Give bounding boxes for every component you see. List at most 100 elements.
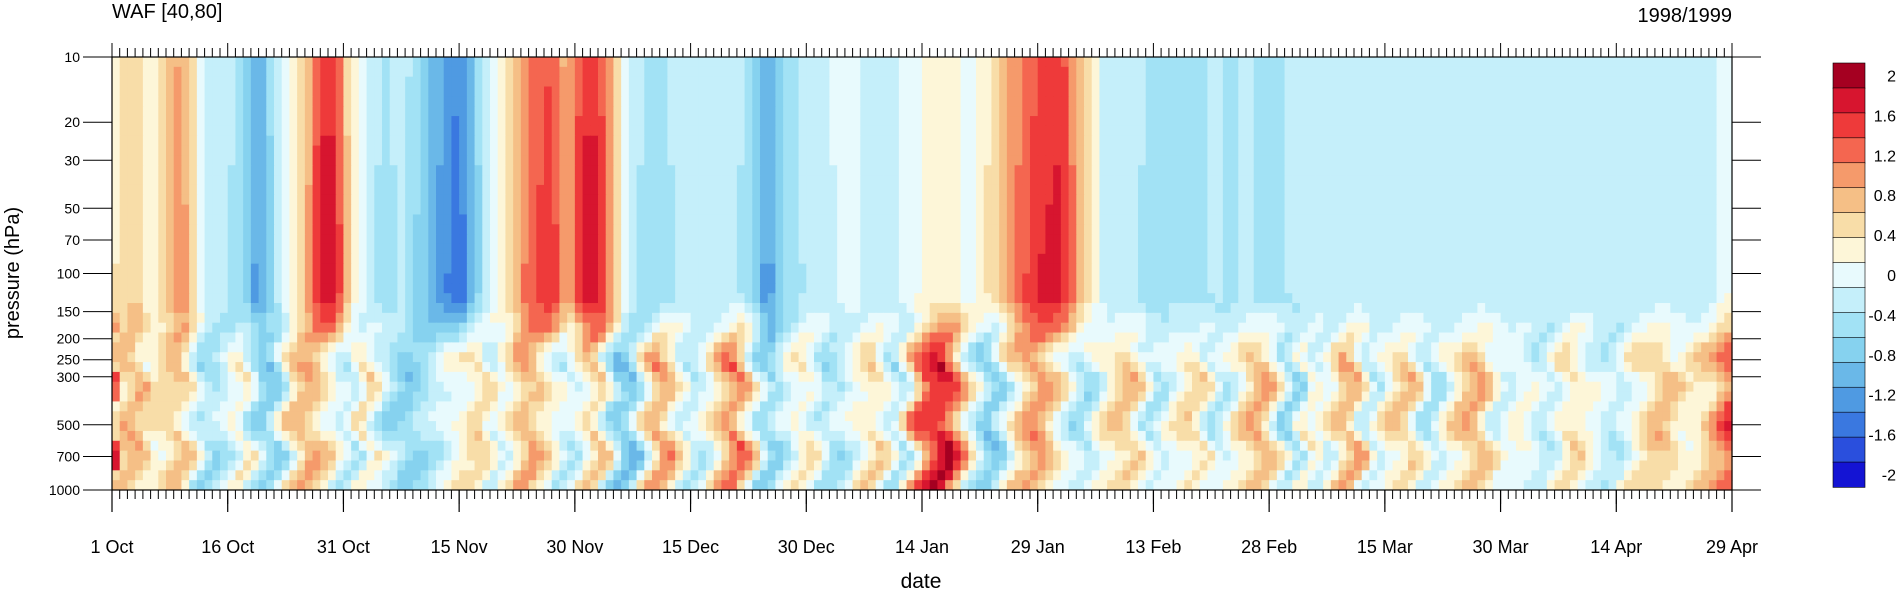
heatmap-cell	[783, 165, 792, 176]
heatmap-cell	[1022, 184, 1031, 196]
heatmap-cell	[736, 234, 746, 245]
heatmap-cell	[1523, 135, 1533, 147]
heatmap-cell	[297, 76, 306, 88]
heatmap-cell	[1531, 135, 1540, 147]
heatmap-cell	[173, 86, 183, 97]
heatmap-cell	[1122, 125, 1131, 137]
heatmap-cell	[590, 96, 599, 107]
heatmap-cell	[1361, 106, 1371, 117]
heatmap-cell	[690, 234, 699, 245]
heatmap-cell	[1654, 273, 1664, 284]
heatmap-cell	[1022, 175, 1031, 186]
heatmap-cell	[343, 145, 352, 157]
heatmap-cell	[1184, 86, 1193, 97]
heatmap-cell	[312, 243, 321, 255]
heatmap-cell	[1400, 66, 1409, 78]
heatmap-cell	[1562, 96, 1571, 107]
heatmap-cell	[1508, 263, 1517, 275]
heatmap-cell	[736, 125, 746, 137]
heatmap-cell	[358, 116, 368, 127]
heatmap-cell	[490, 224, 499, 235]
heatmap-cell	[1207, 165, 1216, 176]
heatmap-cell	[775, 224, 784, 235]
heatmap-cell	[1346, 243, 1355, 255]
heatmap-cell	[1130, 106, 1139, 117]
heatmap-cell	[436, 66, 445, 78]
heatmap-cell	[1562, 135, 1571, 147]
heatmap-cell	[436, 165, 445, 176]
heatmap-cell	[1184, 145, 1193, 157]
heatmap-cell	[1338, 135, 1347, 147]
heatmap-cell	[490, 135, 499, 147]
heatmap-cell	[443, 125, 453, 137]
heatmap-cell	[490, 106, 499, 117]
heatmap-cell	[1446, 66, 1455, 78]
heatmap-cell	[698, 224, 707, 235]
heatmap-cell	[628, 234, 638, 245]
heatmap-cell	[451, 273, 460, 284]
heatmap-cell	[1523, 204, 1533, 216]
heatmap-cell	[1631, 184, 1641, 196]
heatmap-cell	[1600, 263, 1610, 275]
heatmap-cell	[1477, 125, 1486, 137]
heatmap-cell	[1253, 214, 1263, 225]
heatmap-cell	[613, 253, 622, 265]
heatmap-cell	[1469, 214, 1479, 225]
heatmap-cell	[1130, 184, 1139, 196]
heatmap-cell	[644, 175, 653, 186]
heatmap-cell	[1392, 165, 1401, 176]
heatmap-cell	[868, 263, 877, 275]
heatmap-cell	[1438, 135, 1448, 147]
heatmap-cell	[1392, 224, 1401, 235]
heatmap-cell	[1408, 106, 1417, 117]
heatmap-cell	[1238, 194, 1247, 206]
heatmap-cell	[690, 194, 699, 206]
heatmap-cell	[1060, 175, 1070, 186]
heatmap-cell	[112, 76, 121, 88]
heatmap-cell	[1701, 273, 1710, 284]
heatmap-cell	[482, 106, 491, 117]
heatmap-cell	[1392, 66, 1401, 78]
heatmap-cell	[1554, 96, 1563, 107]
heatmap-cell	[598, 165, 607, 176]
heatmap-cell	[1176, 234, 1185, 245]
heatmap-cell	[351, 155, 360, 166]
heatmap-cell	[1130, 273, 1139, 284]
heatmap-cell	[1354, 57, 1363, 68]
heatmap-cell	[829, 116, 838, 127]
heatmap-cell	[1716, 184, 1725, 196]
heatmap-cell	[1400, 253, 1409, 265]
heatmap-cell	[1408, 165, 1417, 176]
heatmap-cell	[266, 57, 275, 68]
heatmap-cell	[1438, 273, 1448, 284]
heatmap-cell	[1354, 96, 1363, 107]
heatmap-cell	[1724, 116, 1733, 127]
heatmap-cell	[1577, 165, 1587, 176]
heatmap-cell	[968, 76, 977, 88]
heatmap-cell	[891, 96, 900, 107]
heatmap-cell	[1570, 184, 1579, 196]
heatmap-cell	[1014, 175, 1023, 186]
heatmap-cell	[1708, 66, 1718, 78]
heatmap-cell	[1678, 175, 1687, 186]
heatmap-cell	[1446, 106, 1455, 117]
heatmap-cell	[1377, 194, 1386, 206]
heatmap-cell	[436, 175, 445, 186]
heatmap-cell	[358, 224, 368, 235]
heatmap-cell	[520, 273, 530, 284]
heatmap-cell	[613, 283, 622, 294]
heatmap-cell	[1107, 214, 1116, 225]
heatmap-cell	[1693, 253, 1702, 265]
heatmap-cell	[304, 135, 314, 147]
heatmap-cell	[1608, 155, 1617, 166]
heatmap-cell	[636, 224, 645, 235]
heatmap-cell	[1446, 184, 1455, 196]
heatmap-cell	[1570, 57, 1579, 68]
heatmap-cell	[960, 106, 969, 117]
heatmap-cell	[821, 57, 831, 68]
heatmap-cell	[1122, 234, 1131, 245]
heatmap-cell	[335, 145, 345, 157]
heatmap-cell	[1084, 57, 1093, 68]
heatmap-cell	[1145, 145, 1155, 157]
heatmap-cell	[883, 263, 892, 275]
